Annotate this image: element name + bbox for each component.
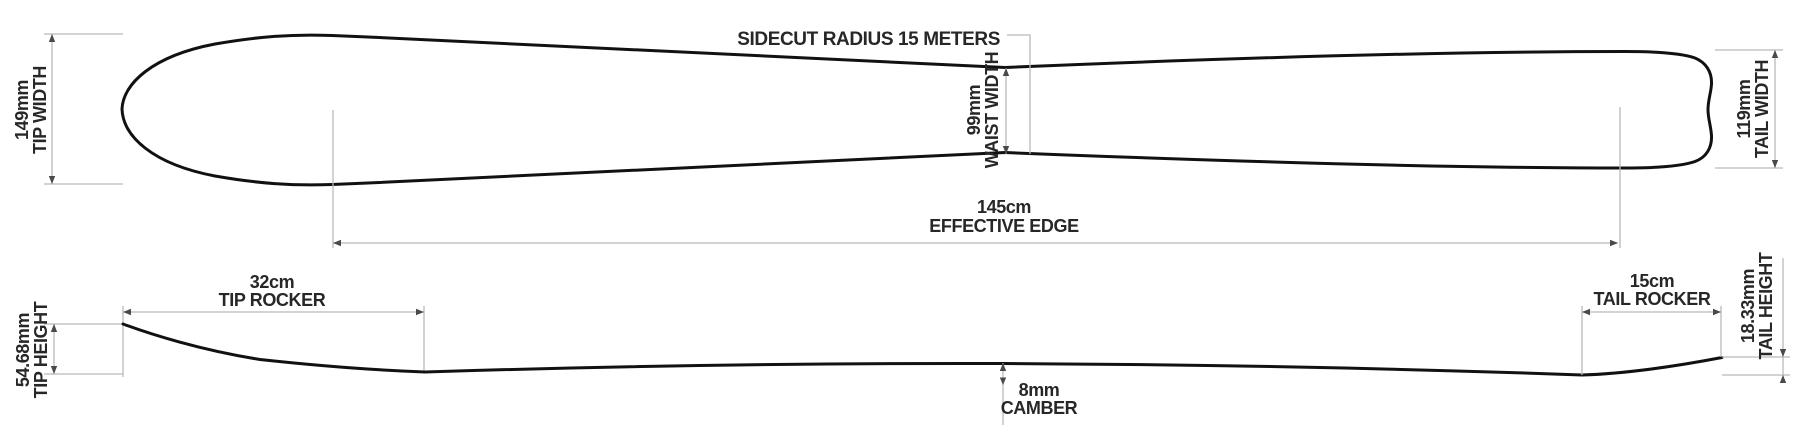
ski-top-view-outline: [120, 33, 1714, 187]
tip-rocker-value: 32cm: [250, 272, 294, 292]
arrow-left-icon: [1582, 308, 1590, 316]
tip-height-value: 54.68mm: [13, 313, 33, 387]
camber-value: 8mm: [1019, 380, 1060, 400]
effective-edge-value: 145cm: [977, 197, 1031, 217]
arrow-left-icon: [123, 308, 131, 316]
tip-height-label: TIP HEIGHT: [31, 301, 51, 398]
tail-rocker-label: TAIL ROCKER: [1594, 289, 1711, 309]
arrow-up-icon: [999, 363, 1007, 371]
profile-view: 54.68mm TIP HEIGHT 32cm TIP ROCKER 8mm C…: [13, 252, 1790, 425]
waist-width-value: 99mm: [964, 85, 984, 135]
tip-rocker-dimension: 32cm TIP ROCKER: [122, 272, 425, 377]
camber-label: CAMBER: [1001, 398, 1078, 418]
sidecut-radius-callout: SIDECUT RADIUS 15 METERS: [737, 29, 1031, 154]
arrow-down-icon: [1771, 160, 1779, 168]
arrow-down-icon: [1779, 349, 1787, 357]
tip-height-dimension: 54.68mm TIP HEIGHT: [13, 301, 123, 398]
tail-width-value: 119mm: [1734, 79, 1754, 138]
effective-edge-dimension: 145cm EFFECTIVE EDGE: [332, 107, 1621, 248]
arrow-down-icon: [48, 176, 56, 184]
arrow-up-icon: [1771, 50, 1779, 58]
waist-width-dimension: 99mm WAIST WIDTH: [964, 52, 1010, 169]
arrow-down-icon: [1002, 146, 1010, 154]
arrow-down-icon: [999, 377, 1007, 385]
tail-width-label: TAIL WIDTH: [1752, 60, 1772, 158]
arrow-down-icon: [50, 366, 58, 374]
tip-width-value: 149mm: [12, 80, 32, 140]
tail-rocker-dimension: 15cm TAIL ROCKER: [1581, 271, 1722, 375]
effective-edge-label: EFFECTIVE EDGE: [929, 216, 1079, 236]
tail-height-dimension: 18.33mm TAIL HEIGHT: [1722, 252, 1790, 383]
arrow-up-icon: [1002, 68, 1010, 76]
sidecut-radius-label: SIDECUT RADIUS 15 METERS: [737, 29, 1000, 50]
tip-width-dimension: 149mm TIP WIDTH: [12, 33, 123, 185]
tail-height-label: TAIL HEIGHT: [1756, 252, 1776, 359]
tip-width-label: TIP WIDTH: [30, 66, 50, 154]
ski-profile-outline: [121, 322, 1724, 377]
arrow-right-icon: [1713, 308, 1721, 316]
tail-width-dimension: 119mm TAIL WIDTH: [1715, 49, 1783, 169]
arrow-up-icon: [1779, 375, 1787, 383]
arrow-up-icon: [48, 34, 56, 42]
camber-dimension: 8mm CAMBER: [999, 363, 1078, 425]
top-view: 149mm TIP WIDTH SIDECUT RADIUS 15 METERS…: [12, 29, 1783, 248]
arrow-right-icon: [416, 308, 424, 316]
arrow-left-icon: [333, 239, 341, 247]
arrow-right-icon: [1610, 239, 1618, 247]
waist-width-label: WAIST WIDTH: [982, 52, 1002, 169]
arrow-up-icon: [50, 324, 58, 332]
tail-height-value: 18.33mm: [1738, 269, 1758, 343]
tip-rocker-label: TIP ROCKER: [219, 290, 326, 310]
tail-rocker-value: 15cm: [1630, 271, 1674, 291]
